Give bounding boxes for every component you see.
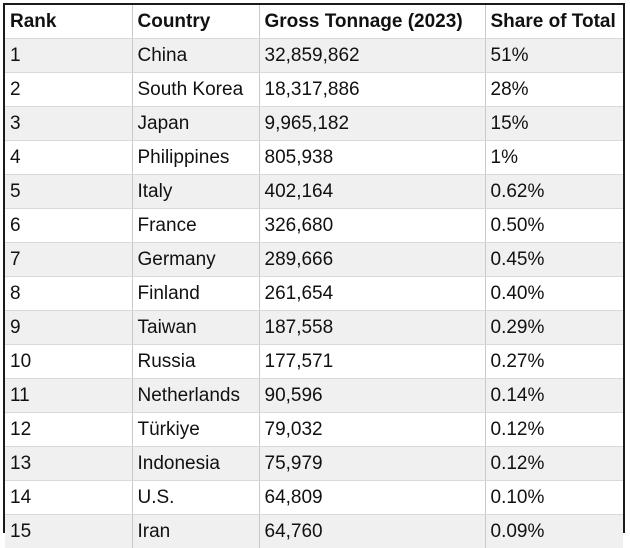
cell-country: Germany — [132, 243, 259, 277]
shipbuilding-table-frame: Rank Country Gross Tonnage (2023) Share … — [3, 3, 625, 533]
cell-rank: 13 — [5, 447, 132, 481]
cell-country: Russia — [132, 345, 259, 379]
cell-rank: 7 — [5, 243, 132, 277]
cell-country: Taiwan — [132, 311, 259, 345]
table-row: 8 Finland 261,654 0.40% — [5, 277, 623, 311]
table-row: 15 Iran 64,760 0.09% — [5, 515, 623, 548]
table-row: 2 South Korea 18,317,886 28% — [5, 73, 623, 107]
cell-rank: 5 — [5, 175, 132, 209]
cell-rank: 2 — [5, 73, 132, 107]
column-header-country: Country — [132, 5, 259, 39]
cell-share: 28% — [485, 73, 623, 107]
cell-rank: 11 — [5, 379, 132, 413]
table-row: 6 France 326,680 0.50% — [5, 209, 623, 243]
cell-gross-tonnage: 9,965,182 — [259, 107, 485, 141]
cell-gross-tonnage: 90,596 — [259, 379, 485, 413]
cell-country: South Korea — [132, 73, 259, 107]
column-header-rank: Rank — [5, 5, 132, 39]
cell-share: 0.12% — [485, 413, 623, 447]
cell-rank: 9 — [5, 311, 132, 345]
table-row: 4 Philippines 805,938 1% — [5, 141, 623, 175]
cell-country: U.S. — [132, 481, 259, 515]
cell-gross-tonnage: 75,979 — [259, 447, 485, 481]
table-row: 11 Netherlands 90,596 0.14% — [5, 379, 623, 413]
cell-gross-tonnage: 18,317,886 — [259, 73, 485, 107]
cell-rank: 10 — [5, 345, 132, 379]
column-header-share: Share of Total — [485, 5, 623, 39]
cell-country: Indonesia — [132, 447, 259, 481]
cell-country: Japan — [132, 107, 259, 141]
table-row: 3 Japan 9,965,182 15% — [5, 107, 623, 141]
cell-share: 0.40% — [485, 277, 623, 311]
cell-rank: 3 — [5, 107, 132, 141]
table-row: 9 Taiwan 187,558 0.29% — [5, 311, 623, 345]
cell-gross-tonnage: 289,666 — [259, 243, 485, 277]
cell-share: 0.14% — [485, 379, 623, 413]
cell-gross-tonnage: 261,654 — [259, 277, 485, 311]
cell-share: 0.62% — [485, 175, 623, 209]
table-row: 5 Italy 402,164 0.62% — [5, 175, 623, 209]
cell-gross-tonnage: 187,558 — [259, 311, 485, 345]
cell-rank: 1 — [5, 39, 132, 73]
cell-share: 0.29% — [485, 311, 623, 345]
cell-rank: 8 — [5, 277, 132, 311]
cell-gross-tonnage: 64,809 — [259, 481, 485, 515]
cell-gross-tonnage: 326,680 — [259, 209, 485, 243]
cell-country: Türkiye — [132, 413, 259, 447]
cell-share: 0.12% — [485, 447, 623, 481]
table-header-row: Rank Country Gross Tonnage (2023) Share … — [5, 5, 623, 39]
cell-share: 51% — [485, 39, 623, 73]
cell-rank: 12 — [5, 413, 132, 447]
cell-share: 0.50% — [485, 209, 623, 243]
table-row: 7 Germany 289,666 0.45% — [5, 243, 623, 277]
cell-gross-tonnage: 402,164 — [259, 175, 485, 209]
cell-rank: 6 — [5, 209, 132, 243]
cell-share: 0.09% — [485, 515, 623, 548]
cell-share: 1% — [485, 141, 623, 175]
table-row: 10 Russia 177,571 0.27% — [5, 345, 623, 379]
cell-gross-tonnage: 79,032 — [259, 413, 485, 447]
table-row: 13 Indonesia 75,979 0.12% — [5, 447, 623, 481]
cell-rank: 15 — [5, 515, 132, 548]
cell-country: Italy — [132, 175, 259, 209]
cell-country: France — [132, 209, 259, 243]
cell-country: China — [132, 39, 259, 73]
cell-country: Iran — [132, 515, 259, 548]
cell-gross-tonnage: 64,760 — [259, 515, 485, 548]
cell-share: 0.10% — [485, 481, 623, 515]
cell-gross-tonnage: 805,938 — [259, 141, 485, 175]
cell-country: Finland — [132, 277, 259, 311]
table-row: 12 Türkiye 79,032 0.12% — [5, 413, 623, 447]
cell-share: 15% — [485, 107, 623, 141]
cell-share: 0.27% — [485, 345, 623, 379]
cell-country: Philippines — [132, 141, 259, 175]
cell-rank: 4 — [5, 141, 132, 175]
shipbuilding-table: Rank Country Gross Tonnage (2023) Share … — [5, 5, 623, 548]
cell-gross-tonnage: 32,859,862 — [259, 39, 485, 73]
table-row: 1 China 32,859,862 51% — [5, 39, 623, 73]
cell-country: Netherlands — [132, 379, 259, 413]
table-row: 14 U.S. 64,809 0.10% — [5, 481, 623, 515]
cell-rank: 14 — [5, 481, 132, 515]
column-header-gross-tonnage: Gross Tonnage (2023) — [259, 5, 485, 39]
cell-gross-tonnage: 177,571 — [259, 345, 485, 379]
cell-share: 0.45% — [485, 243, 623, 277]
